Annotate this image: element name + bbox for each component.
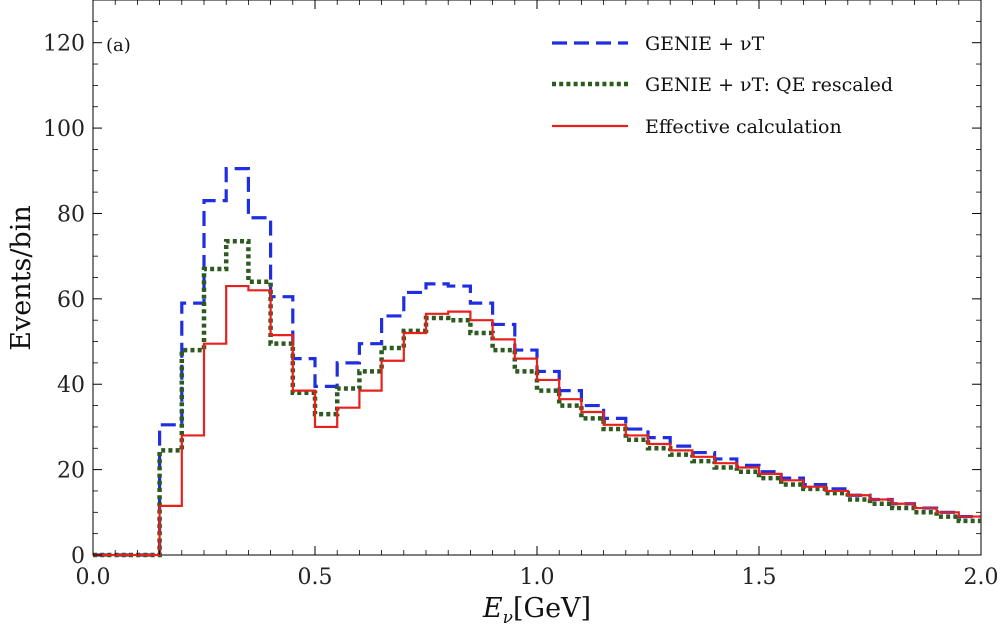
y-tick-label: 100 [43,117,85,142]
y-tick-label: 40 [57,373,85,398]
x-tick-label: 1.5 [742,565,777,590]
x-tick-label: 2.0 [964,565,999,590]
y-tick-label: 80 [57,202,85,227]
x-axis-title: Eν[GeV] [482,593,591,628]
ticks-layer [92,0,982,556]
x-axis-title-unit: [GeV] [513,593,591,624]
legend-label-2: GENIE + νT: QE rescaled [645,74,893,96]
y-tick-label: 0 [71,544,85,569]
x-axis-title-sub: ν [503,608,513,628]
x-tick-label: 0.0 [76,565,111,590]
y-tick-label: 120 [43,32,85,57]
x-tick-label: 0.5 [298,565,333,590]
x-tick-label: 1.0 [520,565,555,590]
tick-labels: 0.0 0.5 1.0 1.5 2.0 0 20 40 60 80 100 120 [43,32,999,590]
y-tick-label: 20 [57,459,85,484]
legend-label-3: Effective calculation [645,116,842,138]
legend-label-1: GENIE + νT [645,33,765,55]
y-axis-title: Events/bin [6,205,37,350]
legend: GENIE + νT GENIE + νT: QE rescaled Effecti… [552,33,893,138]
y-tick-label: 60 [57,288,85,313]
panel-label: (a) [106,35,131,56]
x-axis-title-var: E [482,593,503,624]
series-layer [93,167,981,558]
series-line-3 [93,284,981,557]
series-line-2 [93,238,981,558]
